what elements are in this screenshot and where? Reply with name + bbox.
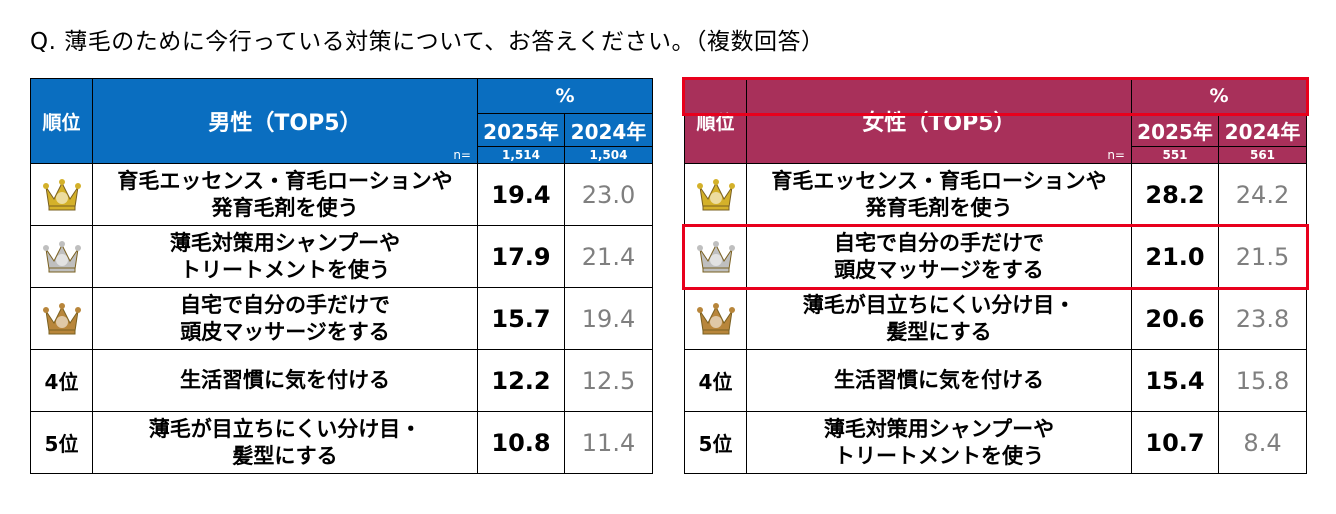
rank-cell: 4位 xyxy=(684,349,747,412)
table-row: 自宅で自分の手だけで 頭皮マッサージをする 21.0 21.5 xyxy=(684,225,1308,288)
item-label: 薄毛対策用シャンプーや トリートメントを使う xyxy=(92,225,478,288)
rank-label: 5位 xyxy=(44,432,79,456)
item-line-2: トリートメントを使う xyxy=(180,257,390,282)
value-2025: 21.0 xyxy=(1131,225,1219,288)
table-row: 薄毛が目立ちにくい分け目・ 髪型にする 20.6 23.8 xyxy=(684,287,1308,350)
value-2025: 17.9 xyxy=(477,225,565,288)
percent-unit-label: % xyxy=(476,78,654,114)
item-line-1: 自宅で自分の手だけで xyxy=(180,292,390,317)
silver-crown-icon xyxy=(685,239,746,275)
table-row: 5位 薄毛が目立ちにくい分け目・ 髪型にする 10.8 11.4 xyxy=(30,411,654,474)
rank-cell xyxy=(684,225,747,288)
value-2025: 10.8 xyxy=(477,411,565,474)
table-row: 自宅で自分の手だけで 頭皮マッサージをする 15.7 19.4 xyxy=(30,287,654,350)
percent-unit-label: % xyxy=(1130,78,1308,114)
table-row: 育毛エッセンス・育毛ローションや 発育毛剤を使う 19.4 23.0 xyxy=(30,163,654,226)
bronze-crown-icon xyxy=(685,301,746,337)
female-ranking-table: 順位 女性（TOP5） n= % 2025年 2024年 551 561 育毛エ… xyxy=(684,78,1308,474)
table-title-text: 男性（TOP5） xyxy=(208,111,362,136)
item-line-2: 発育毛剤を使う xyxy=(211,195,359,220)
item-label: 自宅で自分の手だけで 頭皮マッサージをする xyxy=(92,287,478,350)
value-2024: 8.4 xyxy=(1217,411,1308,474)
item-line-2: 髪型にする xyxy=(232,443,338,468)
item-line-1: 薄毛が目立ちにくい分け目・ xyxy=(802,292,1076,317)
item-label: 育毛エッセンス・育毛ローションや 発育毛剤を使う xyxy=(746,163,1132,226)
value-2024: 15.8 xyxy=(1217,349,1308,412)
value-2024: 12.5 xyxy=(563,349,654,412)
table-row: 育毛エッセンス・育毛ローションや 発育毛剤を使う 28.2 24.2 xyxy=(684,163,1308,226)
year-2025-header: 2025年 xyxy=(1131,113,1219,147)
value-2024: 24.2 xyxy=(1217,163,1308,226)
rank-cell xyxy=(684,287,747,350)
item-line-1: 育毛エッセンス・育毛ローションや xyxy=(117,168,453,193)
rank-label: 4位 xyxy=(698,370,733,394)
value-2025: 20.6 xyxy=(1131,287,1219,350)
item-line-2: 髪型にする xyxy=(886,319,992,344)
rank-cell xyxy=(30,225,93,288)
item-line-2: 頭皮マッサージをする xyxy=(834,257,1044,282)
question-title: Q. 薄毛のために今行っている対策について、お答えください。（複数回答） xyxy=(30,29,825,55)
n-2024: 561 xyxy=(1217,146,1308,164)
rank-cell: 5位 xyxy=(684,411,747,474)
rank-cell xyxy=(684,163,747,226)
table-title: 男性（TOP5） n= xyxy=(92,78,478,164)
item-label: 生活習慣に気を付ける xyxy=(92,349,478,412)
item-label: 育毛エッセンス・育毛ローションや 発育毛剤を使う xyxy=(92,163,478,226)
table-row: 5位 薄毛対策用シャンプーや トリートメントを使う 10.7 8.4 xyxy=(684,411,1308,474)
year-2024-header: 2024年 xyxy=(563,113,654,147)
value-2024: 23.8 xyxy=(1217,287,1308,350)
value-2025: 15.4 xyxy=(1131,349,1219,412)
rank-label: 4位 xyxy=(44,370,79,394)
gold-crown-icon xyxy=(31,177,92,213)
rank-cell xyxy=(30,287,93,350)
table-title: 女性（TOP5） n= xyxy=(746,78,1132,164)
item-line-1: 生活習慣に気を付ける xyxy=(180,368,390,392)
item-line-1: 薄毛対策用シャンプーや xyxy=(823,416,1055,441)
rank-cell: 4位 xyxy=(30,349,93,412)
item-label: 自宅で自分の手だけで 頭皮マッサージをする xyxy=(746,225,1132,288)
year-2025-header: 2025年 xyxy=(477,113,565,147)
value-2025: 19.4 xyxy=(477,163,565,226)
bronze-crown-icon xyxy=(31,301,92,337)
item-line-1: 自宅で自分の手だけで xyxy=(834,230,1044,255)
n-2024: 1,504 xyxy=(563,146,654,164)
item-line-1: 育毛エッセンス・育毛ローションや xyxy=(771,168,1107,193)
item-label: 生活習慣に気を付ける xyxy=(746,349,1132,412)
silver-crown-icon xyxy=(31,239,92,275)
gold-crown-icon xyxy=(685,177,746,213)
rank-header: 順位 xyxy=(684,78,747,164)
item-label: 薄毛が目立ちにくい分け目・ 髪型にする xyxy=(746,287,1132,350)
item-line-2: 発育毛剤を使う xyxy=(865,195,1013,220)
year-2024-header: 2024年 xyxy=(1217,113,1308,147)
item-label: 薄毛対策用シャンプーや トリートメントを使う xyxy=(746,411,1132,474)
table-row: 4位 生活習慣に気を付ける 12.2 12.5 xyxy=(30,349,654,412)
item-label: 薄毛が目立ちにくい分け目・ 髪型にする xyxy=(92,411,478,474)
value-2025: 28.2 xyxy=(1131,163,1219,226)
table-row: 薄毛対策用シャンプーや トリートメントを使う 17.9 21.4 xyxy=(30,225,654,288)
value-2025: 15.7 xyxy=(477,287,565,350)
n-label: n= xyxy=(1107,148,1125,162)
n-label: n= xyxy=(453,148,471,162)
table-title-text: 女性（TOP5） xyxy=(862,111,1016,136)
value-2024: 21.5 xyxy=(1217,225,1308,288)
value-2024: 11.4 xyxy=(563,411,654,474)
value-2025: 10.7 xyxy=(1131,411,1219,474)
item-line-2: トリートメントを使う xyxy=(834,443,1044,468)
item-line-1: 薄毛対策用シャンプーや xyxy=(169,230,401,255)
rank-cell: 5位 xyxy=(30,411,93,474)
value-2024: 19.4 xyxy=(563,287,654,350)
item-line-1: 生活習慣に気を付ける xyxy=(834,368,1044,392)
item-line-1: 薄毛が目立ちにくい分け目・ xyxy=(148,416,422,441)
rank-header: 順位 xyxy=(30,78,93,164)
value-2024: 21.4 xyxy=(563,225,654,288)
rank-cell xyxy=(30,163,93,226)
table-row: 4位 生活習慣に気を付ける 15.4 15.8 xyxy=(684,349,1308,412)
item-line-2: 頭皮マッサージをする xyxy=(180,319,390,344)
value-2025: 12.2 xyxy=(477,349,565,412)
value-2024: 23.0 xyxy=(563,163,654,226)
n-2025: 551 xyxy=(1131,146,1219,164)
male-ranking-table: 順位 男性（TOP5） n= % 2025年 2024年 1,514 1,504… xyxy=(30,78,654,474)
rank-label: 5位 xyxy=(698,432,733,456)
n-2025: 1,514 xyxy=(477,146,565,164)
